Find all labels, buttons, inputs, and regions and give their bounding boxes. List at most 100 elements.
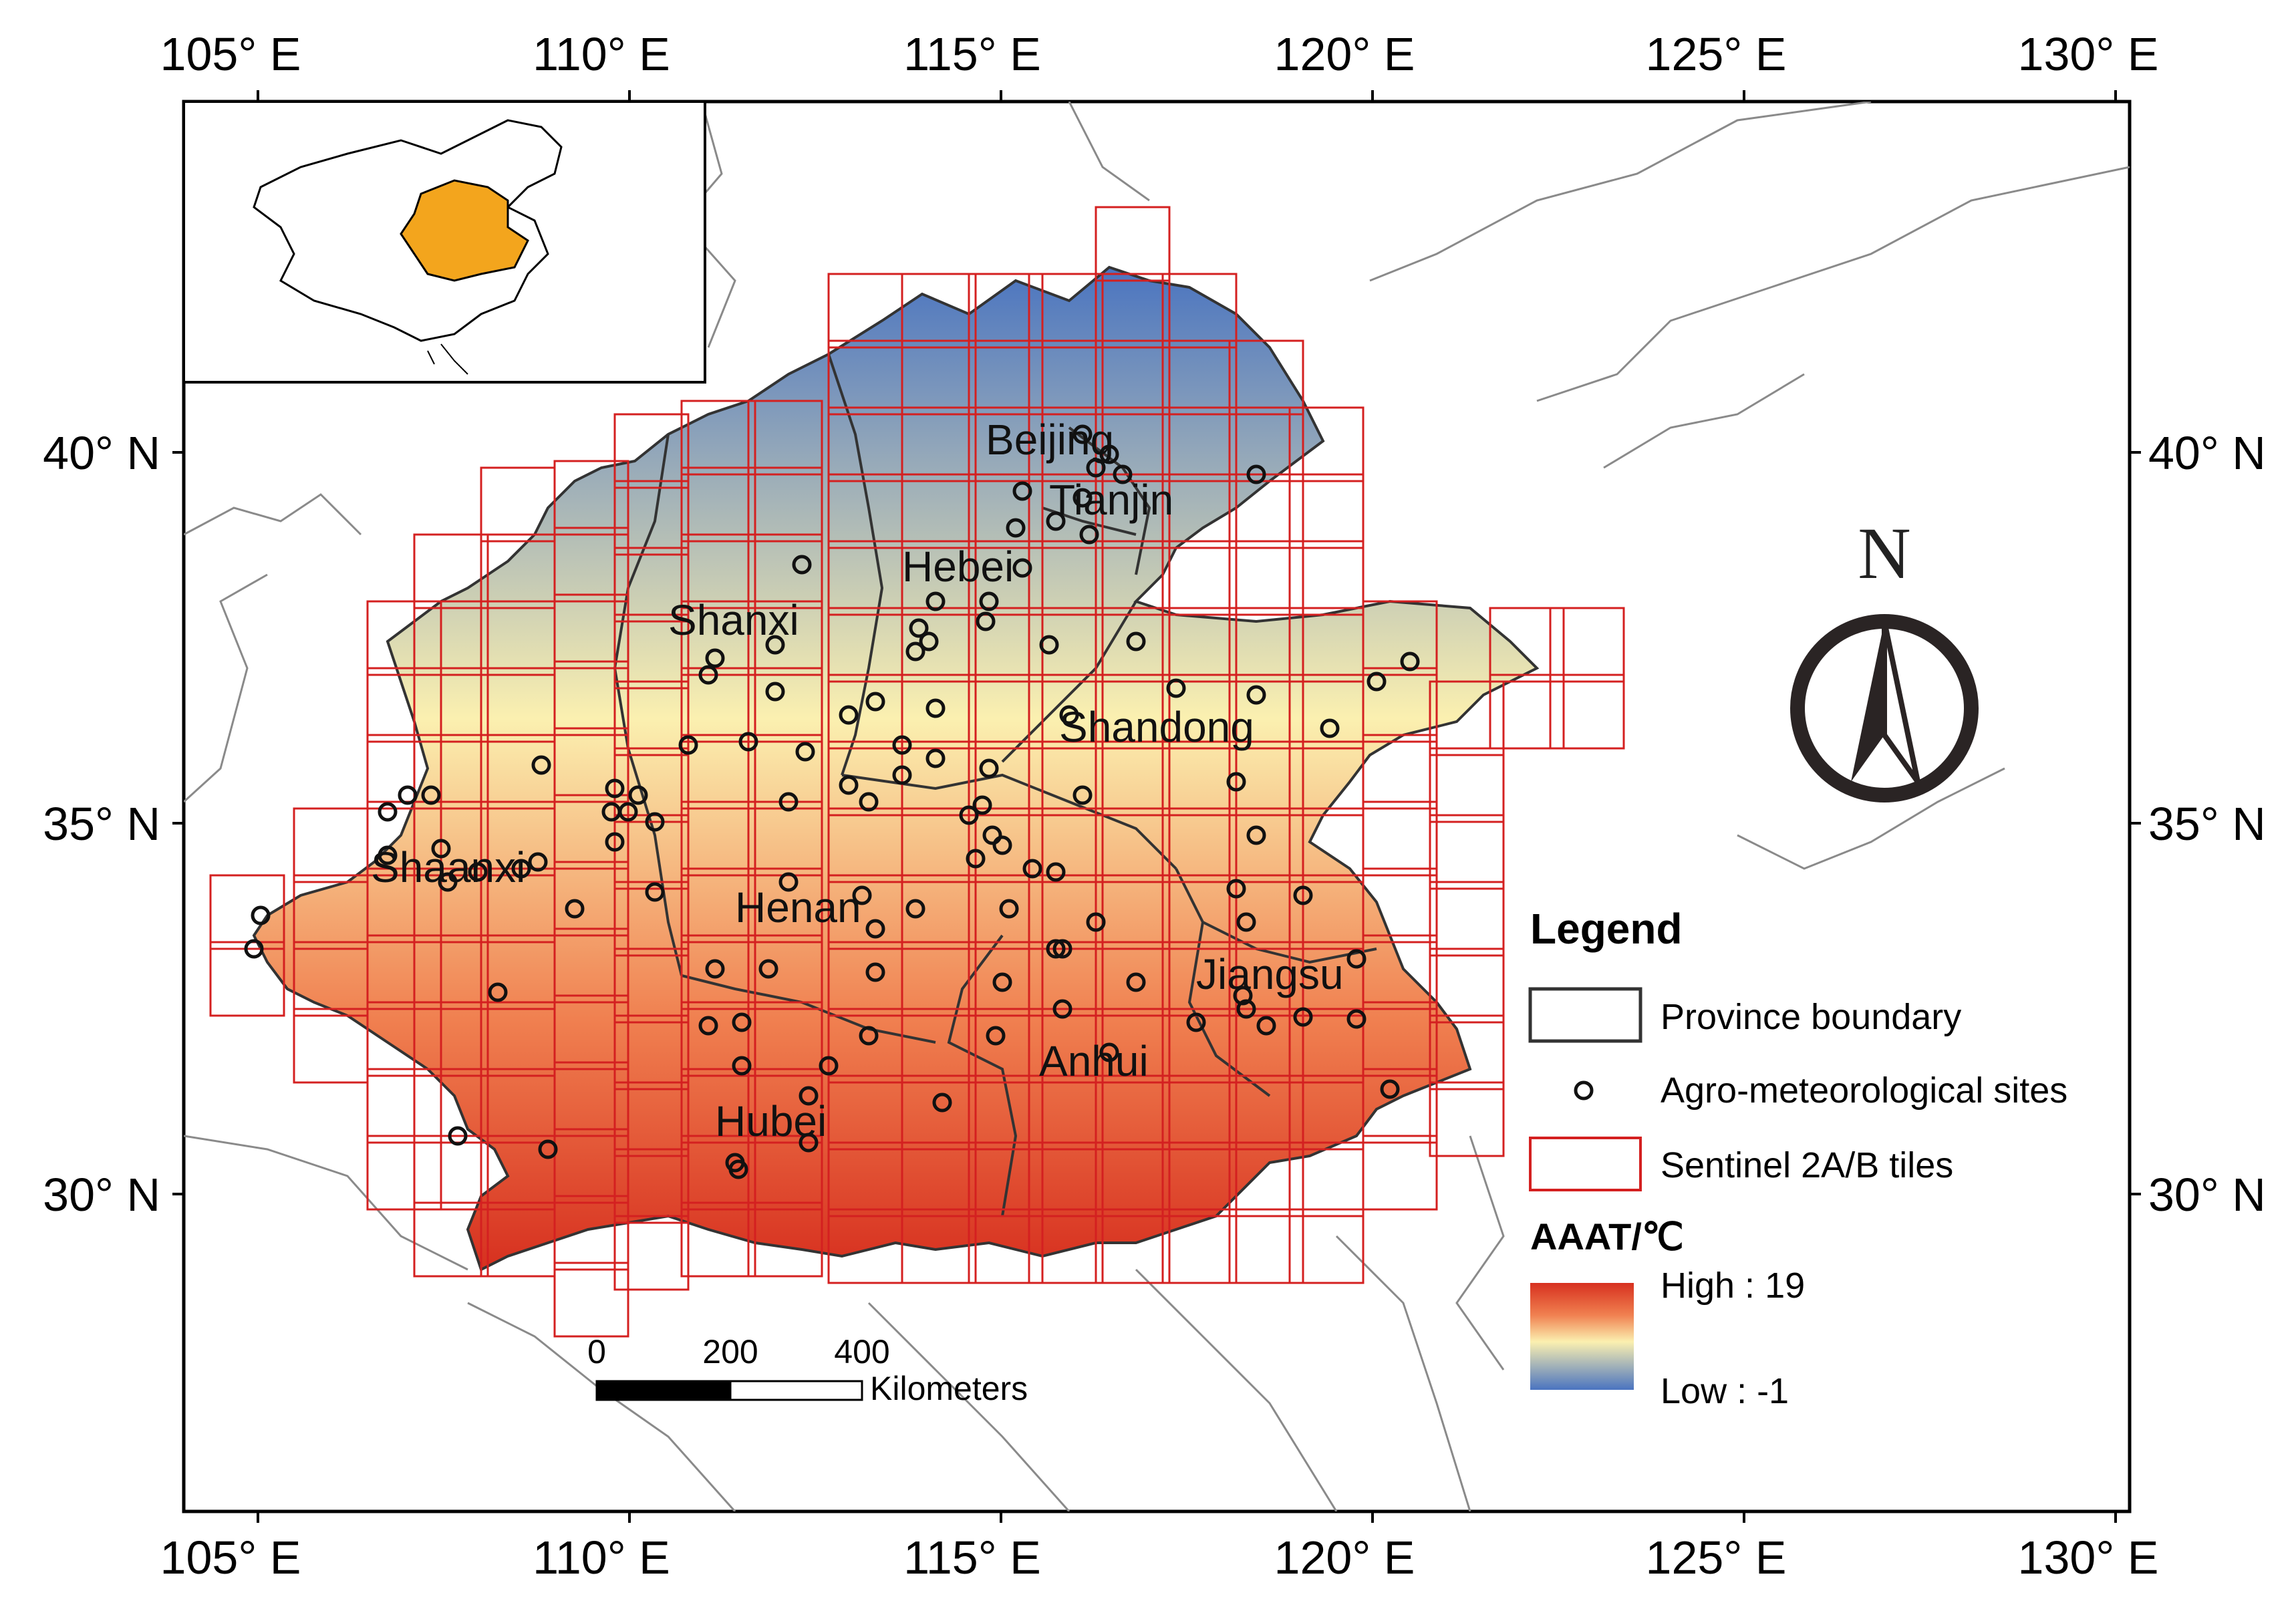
sentinel-tile xyxy=(1095,540,1171,616)
site-marker xyxy=(979,758,999,778)
sentinel-tile xyxy=(901,807,977,883)
sentinel-tile xyxy=(968,1074,1044,1151)
site-marker xyxy=(865,692,885,712)
sentinel-tile xyxy=(901,473,977,549)
site-marker xyxy=(698,665,718,685)
site-marker xyxy=(448,1126,468,1146)
top-lon-125: 125° E xyxy=(1646,28,1787,80)
sentinel-tile xyxy=(1228,941,1304,1017)
sentinel-tile xyxy=(553,660,629,736)
site-marker xyxy=(251,905,271,925)
label-beijing: Beijing xyxy=(986,416,1114,464)
site-marker xyxy=(705,959,725,979)
site-marker xyxy=(378,802,398,822)
site-marker xyxy=(378,845,398,865)
sentinel-tile xyxy=(968,473,1044,549)
site-marker xyxy=(1256,1016,1276,1036)
legend-color-ramp xyxy=(1530,1283,1634,1390)
sentinel-tile xyxy=(613,947,690,1024)
sentinel-tile xyxy=(747,466,823,543)
sentinel-tile xyxy=(1228,1208,1304,1284)
sentinel-tile xyxy=(1161,406,1238,482)
legend-site-icon xyxy=(1574,1080,1594,1101)
bottom-lon-125: 125° E xyxy=(1646,1531,1787,1584)
bottom-lon-120: 120° E xyxy=(1274,1531,1415,1584)
site-marker xyxy=(819,1056,839,1076)
sentinel-tile xyxy=(413,1201,489,1278)
scale-bar: 0 200 400 Kilometers xyxy=(587,1333,1028,1407)
sentinel-tile xyxy=(1095,941,1171,1017)
sentinel-tile xyxy=(968,1208,1044,1284)
sentinel-tile xyxy=(747,1135,823,1211)
sentinel-tile xyxy=(413,600,489,676)
sentinel-tile xyxy=(680,867,756,943)
sentinel-tile xyxy=(1028,740,1104,817)
label-hubei: Hubei xyxy=(715,1097,827,1145)
sentinel-tile xyxy=(1228,1074,1304,1151)
sentinel-tile xyxy=(553,861,629,937)
legend-ramp-low: Low : -1 xyxy=(1661,1371,1789,1411)
sentinel-tile xyxy=(1161,807,1238,883)
sentinel-tile xyxy=(1362,867,1438,943)
site-marker xyxy=(698,1016,718,1036)
site-marker xyxy=(1006,518,1026,538)
site-marker xyxy=(905,899,925,919)
site-marker xyxy=(1346,949,1367,969)
sentinel-tile xyxy=(968,1008,1044,1084)
sentinel-tile xyxy=(1161,740,1238,817)
sentinel-tile xyxy=(1362,800,1438,877)
sentinel-tile xyxy=(1095,206,1171,282)
sentinel-tile xyxy=(613,747,690,823)
sentinel-tile xyxy=(1161,339,1238,416)
sentinel-tile xyxy=(553,1128,629,1204)
sentinel-tile-grid xyxy=(209,206,1625,1338)
site-marker xyxy=(1346,1009,1367,1029)
right-lat-35: 35° N xyxy=(2148,798,2266,850)
site-marker xyxy=(1246,685,1266,705)
site-marker xyxy=(1246,825,1266,845)
sentinel-tile xyxy=(968,874,1044,950)
right-lat-30: 30° N xyxy=(2148,1169,2266,1221)
sentinel-tile xyxy=(1489,607,1565,683)
site-marker xyxy=(839,705,859,725)
sentinel-tile xyxy=(747,667,823,743)
site-marker xyxy=(925,748,946,768)
site-marker xyxy=(244,939,264,959)
site-marker xyxy=(511,859,531,879)
sentinel-tile xyxy=(553,927,629,1004)
scale-tick-200: 200 xyxy=(702,1333,758,1370)
site-marker xyxy=(1086,912,1106,932)
sentinel-tile xyxy=(1228,406,1304,482)
site-marker xyxy=(1072,785,1093,805)
bottom-lon-130: 130° E xyxy=(2018,1531,2159,1584)
sentinel-tile xyxy=(1028,674,1104,750)
sentinel-tile xyxy=(553,794,629,870)
sentinel-tile xyxy=(747,533,823,609)
scale-unit: Kilometers xyxy=(870,1370,1028,1407)
site-marker xyxy=(758,959,778,979)
site-marker xyxy=(765,635,785,655)
sentinel-tile xyxy=(747,867,823,943)
site-marker xyxy=(732,1056,752,1076)
site-marker xyxy=(528,852,548,872)
sentinel-tile xyxy=(1095,874,1171,950)
sentinel-tile xyxy=(901,941,977,1017)
sentinel-tile xyxy=(613,480,690,556)
sentinel-tile xyxy=(1028,406,1104,482)
legend-tile-swatch xyxy=(1529,1137,1642,1191)
sentinel-tile xyxy=(1362,600,1438,676)
site-marker xyxy=(1012,481,1032,501)
site-marker xyxy=(1072,424,1093,444)
site-marker xyxy=(1126,972,1146,992)
sentinel-tile xyxy=(901,273,977,349)
sentinel-tile xyxy=(901,674,977,750)
site-marker xyxy=(865,919,885,939)
sentinel-tile xyxy=(366,934,442,1010)
site-marker xyxy=(431,839,451,859)
sentinel-tile xyxy=(613,413,690,489)
site-marker xyxy=(1046,862,1066,882)
site-marker xyxy=(1226,879,1246,899)
site-marker xyxy=(438,872,458,892)
sentinel-tile xyxy=(1429,1014,1505,1090)
left-lat-30: 30° N xyxy=(43,1169,160,1221)
